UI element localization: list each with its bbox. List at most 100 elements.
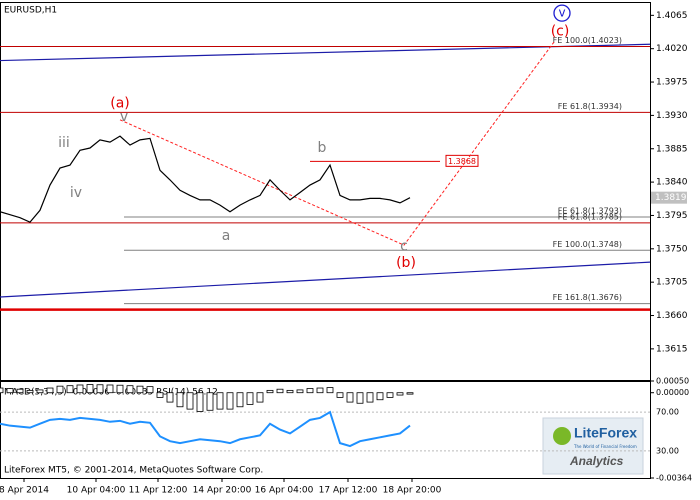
wave-label: iv	[70, 185, 82, 201]
macd-bar	[296, 389, 304, 394]
y-tick-label: 1.3750	[656, 244, 688, 254]
fibo-label: FE 61.8(1.3785)	[558, 212, 622, 221]
logo-name: LiteForex	[574, 425, 637, 441]
y-tick-label: 1.3795	[656, 211, 688, 221]
fibo-label: FE 161.8(1.3676)	[553, 293, 622, 302]
macd-bar	[316, 387, 324, 394]
macd-bar	[76, 384, 84, 394]
macd-bar	[226, 392, 234, 410]
y-tick-label: 1.3660	[656, 311, 688, 321]
macd-bar	[246, 392, 254, 405]
wave-label: (a)	[110, 96, 130, 112]
macd-bar	[186, 392, 194, 410]
macd-bar	[286, 389, 294, 394]
macd-bar	[326, 387, 334, 394]
macd-bar	[336, 392, 344, 398]
y-tick-label: -0.00364	[656, 474, 692, 483]
macd-bar	[36, 389, 44, 394]
current-price-box	[651, 191, 687, 204]
y-tick-label: 1.3615	[656, 344, 688, 354]
macd-bar	[16, 388, 24, 394]
wave-label: (b)	[396, 255, 416, 271]
macd-bar	[306, 388, 314, 394]
chart-title: EURUSD,H1	[4, 6, 57, 16]
wave-label: v	[558, 6, 565, 20]
wave-label: iii	[58, 135, 70, 151]
fibo-label: FE 61.8(1.3934)	[558, 102, 622, 111]
wave-label: b	[318, 140, 327, 156]
macd-bar	[116, 384, 124, 394]
y-tick-label: 1.3705	[656, 278, 688, 288]
x-tick-label: 16 Apr 04:00	[255, 486, 314, 496]
macd-bar	[266, 389, 274, 394]
logo-slogan: The World of Financial Freedom	[573, 444, 637, 449]
macd-bar	[0, 387, 4, 394]
marker-label: 1.3868	[448, 157, 476, 166]
macd-bar	[196, 392, 204, 412]
y-tick-label: 1.4065	[656, 11, 688, 21]
wave-label: c	[400, 239, 408, 255]
y-tick-label: 0.00050	[656, 377, 689, 386]
logo-caption: Analytics	[569, 454, 624, 468]
marker-box	[445, 154, 479, 167]
macd-bar	[236, 392, 244, 408]
macd-bar	[396, 392, 404, 396]
macd-bar	[146, 386, 154, 394]
rsi-line	[0, 410, 411, 448]
y-tick-label: 0.00000	[656, 388, 689, 397]
macd-bar	[276, 388, 284, 394]
y-tick-label: 1.4020	[656, 44, 688, 54]
logo: LiteForex The World of Financial Freedom…	[542, 417, 644, 475]
y-tick-label: 1.3930	[656, 111, 688, 121]
macd-bar	[386, 392, 394, 398]
macd-bar	[106, 384, 114, 394]
x-tick-label: 8 Apr 2014	[0, 486, 49, 496]
current-price-label: 1.3819	[655, 193, 687, 203]
macd-bar	[356, 392, 364, 404]
wave-circle	[553, 4, 571, 22]
macd-bar	[86, 384, 94, 394]
macd-bar	[126, 385, 134, 394]
wave-label: v	[120, 109, 128, 125]
channel-line	[0, 261, 651, 298]
macd-bar	[346, 392, 354, 403]
wave-path	[119, 41, 555, 246]
price-line	[0, 135, 411, 223]
indicator-frame	[0, 381, 651, 479]
macd-bar	[206, 392, 214, 411]
y2-tick-label: 30.00	[656, 446, 679, 455]
macd-bar	[166, 392, 174, 403]
macd-bar	[216, 392, 224, 410]
macd-bar	[376, 392, 384, 401]
macd-bar	[406, 392, 414, 395]
x-tick-label: 10 Apr 04:00	[67, 486, 126, 496]
macd-bar	[366, 392, 374, 403]
main-frame	[0, 2, 651, 381]
macd-bar	[156, 392, 164, 398]
fibo-label: FE 100.0(1.3748)	[553, 240, 622, 249]
x-tick-label: 14 Apr 20:00	[193, 486, 252, 496]
wave-label: a	[222, 228, 231, 244]
y-tick-label: 1.3840	[656, 178, 688, 188]
macd-bar	[56, 385, 64, 394]
macd-bar	[176, 392, 184, 408]
footer: LiteForex MT5, © 2001-2014, MetaQuotes S…	[4, 466, 263, 476]
macd-bar	[46, 387, 54, 394]
y-tick-label: 1.3975	[656, 78, 688, 88]
macd-bar	[136, 385, 144, 394]
x-tick-label: 18 Apr 20:00	[383, 486, 442, 496]
macd-bar	[96, 384, 104, 394]
fibo-label: FE 100.0(1.4023)	[553, 36, 622, 45]
y-tick-label: 1.3885	[656, 144, 688, 154]
fibo-label: FE 61.8(1.3793)	[558, 206, 622, 215]
logo-icon	[553, 427, 571, 445]
macd-bar	[26, 389, 34, 394]
macd-bar	[66, 385, 74, 394]
macd-bar	[256, 392, 264, 403]
y2-tick-label: 70.00	[656, 408, 679, 417]
x-tick-label: 11 Apr 12:00	[129, 486, 188, 496]
wave-label: (c)	[551, 24, 570, 40]
macd-bar	[6, 388, 14, 394]
x-tick-label: 17 Apr 12:00	[319, 486, 378, 496]
